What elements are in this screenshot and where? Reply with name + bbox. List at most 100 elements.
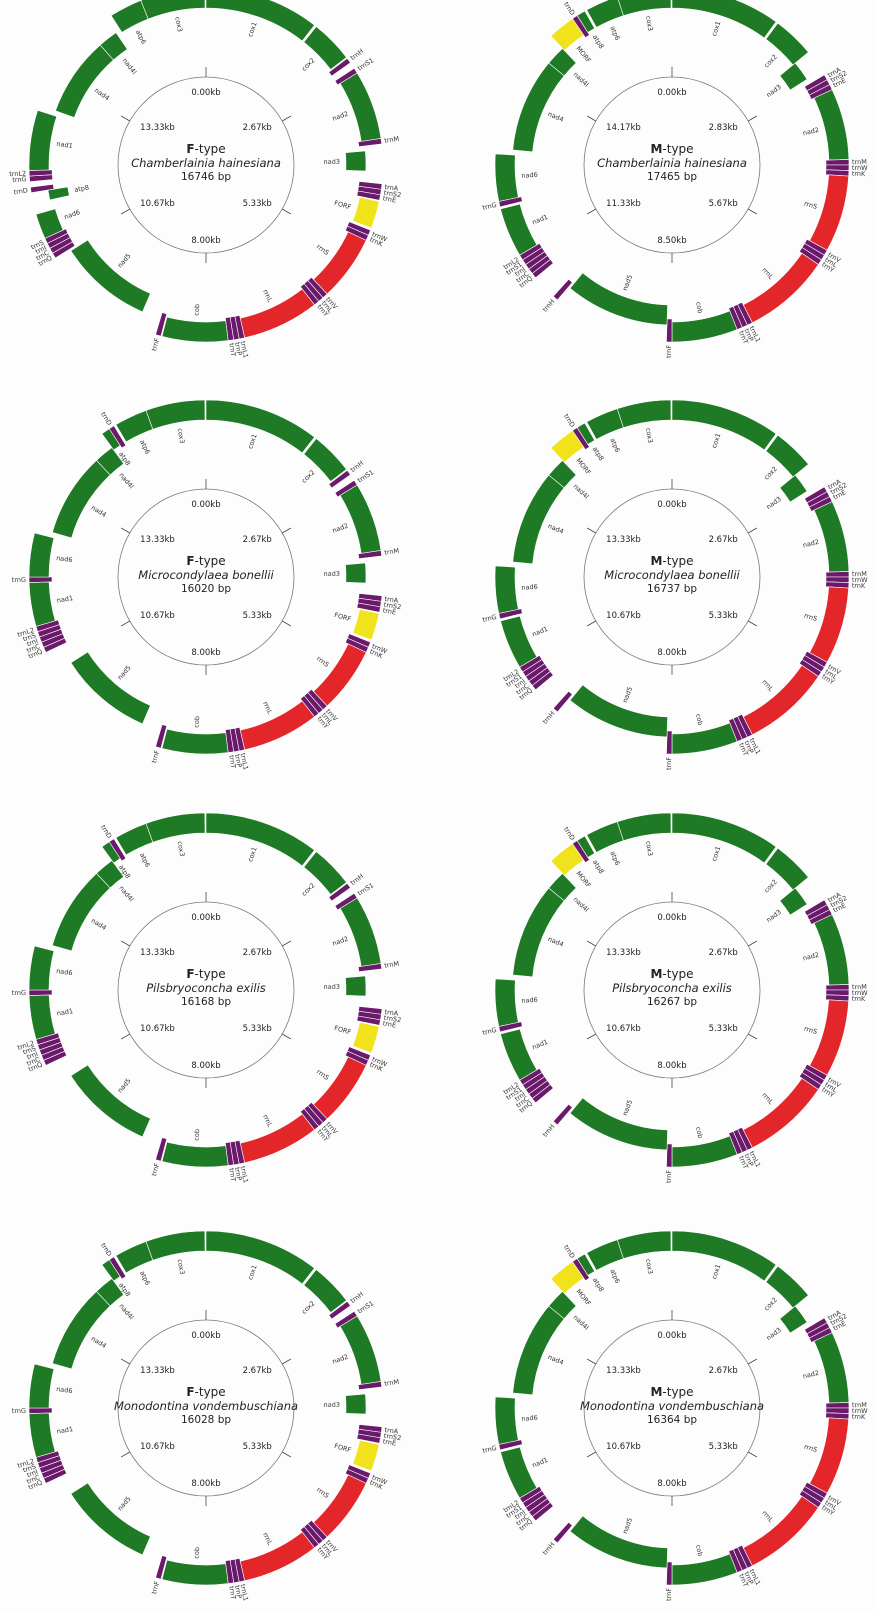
gene-label: rrnL (261, 1531, 274, 1546)
gene-segment-trna (155, 1555, 168, 1580)
gene-segment-protein (145, 812, 206, 843)
map-type-letter: F (186, 967, 194, 981)
gene-segment-rrna (809, 999, 849, 1076)
genome-map: 0.00kb 2.67kb 5.33kb 8.00kb 10.67kb 13.33kb co… (482, 399, 868, 770)
scale-tick-label: 8.00kb (191, 236, 220, 246)
gene-segment-rrna (313, 231, 367, 295)
gene-label: FORF (333, 199, 352, 212)
genome-size: 16168 bp (181, 996, 231, 1008)
gene-label: rrnS (803, 1025, 818, 1036)
gene-segment-protein (548, 459, 577, 489)
gene-label: cox1 (246, 846, 259, 863)
gene-label: trnM (384, 960, 400, 970)
gene-segment-trna (728, 1130, 743, 1155)
gene-label: nad6 (56, 967, 73, 977)
map-type-letter: M (650, 554, 662, 568)
scale-tick (282, 1033, 292, 1040)
gene-segment-protein (115, 823, 154, 856)
gene-segment-trna (798, 247, 822, 265)
gene-segment-rrna (742, 1495, 819, 1567)
scale-tick (120, 1033, 130, 1040)
map-type-suffix: -type (662, 142, 693, 156)
gene-segment-protein (586, 1239, 624, 1271)
scale-tick-label: 2.67kb (243, 1366, 272, 1376)
gene-segment-protein (671, 1230, 777, 1282)
species-name: Chamberlainia hainesiana (131, 156, 281, 170)
gene-segment-trna (552, 690, 573, 713)
gene-label: trnL1 (239, 1165, 250, 1183)
gene-label: nad4 (547, 1353, 565, 1367)
gene-label: cox1 (710, 1263, 722, 1280)
genome-size: 16020 bp (181, 583, 231, 595)
gene-segment-protein (494, 1396, 519, 1445)
gene-label: trnW (852, 576, 868, 584)
gene-segment-trna (808, 1327, 833, 1343)
gene-label: trnA (384, 595, 399, 605)
gene-label: trnA (384, 1426, 399, 1436)
gene-segment-protein (70, 1064, 151, 1138)
gene-segment-protein (35, 208, 64, 239)
scale-tick (748, 527, 758, 534)
gene-label: cox1 (710, 20, 722, 37)
gene-segment-protein (115, 1241, 154, 1274)
gene-label: nad6 (521, 171, 538, 180)
gene-segment-trna (299, 1108, 320, 1131)
map-type-suffix: -type (662, 554, 693, 568)
genome-map: 0.00kb 2.67kb 5.33kb 8.00kb 10.67kb 13.33kb co… (12, 812, 402, 1184)
gene-label: nad1 (56, 140, 73, 150)
gene-segment-trna (808, 496, 833, 512)
gene-segment-trna (552, 278, 573, 301)
gene-label: nad4 (90, 504, 108, 519)
gene-label: nad2 (331, 522, 349, 535)
gene-label: trnG (482, 613, 498, 624)
gene-segment-trna (498, 608, 523, 620)
gene-segment-protein (205, 812, 315, 867)
gene-label: trnD (13, 186, 28, 196)
gene-segment-trna (728, 305, 743, 330)
gene-label: trnM (852, 570, 867, 578)
scale-tick (120, 115, 130, 122)
gene-segment-protein (779, 887, 808, 916)
map-type-letter: M (650, 142, 662, 156)
gene-segment-protein (345, 1393, 367, 1415)
gene-label: atp6 (608, 437, 621, 454)
map-type-label: F-type (186, 1385, 225, 1399)
gene-segment-trna (572, 427, 590, 451)
gene-segment-protein (576, 422, 596, 445)
gene-label: trnE (382, 194, 397, 204)
gene-label: nad4l (572, 70, 591, 88)
scale-tick-label: 13.33kb (606, 1366, 641, 1376)
gene-segment-trna (356, 602, 381, 613)
gene-label: cox2 (763, 465, 779, 482)
scale-tick (586, 620, 596, 627)
gene-segment-trna (825, 571, 850, 578)
gene-segment-protein (548, 872, 577, 902)
scale-tick (282, 208, 292, 215)
gene-label: nad1 (531, 1038, 549, 1052)
gene-label: nad5 (621, 1517, 634, 1535)
gene-label: trnE (382, 606, 397, 616)
gene-label: trnH (349, 459, 365, 474)
gene-label: rrnS (315, 1068, 331, 1082)
gene-segment-trna (357, 963, 383, 972)
gene-label: rrnS (315, 655, 331, 669)
gene-label: trnE (382, 1019, 397, 1029)
map-type-label: M-type (650, 142, 693, 156)
gene-segment-protein (345, 150, 367, 172)
gene-segment-protein (569, 1097, 668, 1151)
gene-segment-protein (779, 62, 808, 91)
gene-segment-protein (28, 109, 58, 171)
gene-segment-rrna (742, 252, 819, 324)
scale-tick-label: 13.33kb (140, 1366, 175, 1376)
gene-segment-protein (779, 474, 808, 503)
gene-segment-trna (155, 312, 168, 337)
gene-segment-trna (572, 15, 590, 39)
gene-segment-protein (145, 399, 206, 430)
gene-segment-protein (671, 812, 777, 864)
map-type-letter: F (186, 142, 194, 156)
gene-segment-protein (616, 1230, 672, 1260)
genome-size: 16267 bp (647, 996, 697, 1008)
scale-tick-label: 2.67kb (709, 1366, 738, 1376)
species-name: Pilsbryoconcha exilis (612, 981, 732, 995)
gene-segment-orf (352, 1021, 380, 1054)
